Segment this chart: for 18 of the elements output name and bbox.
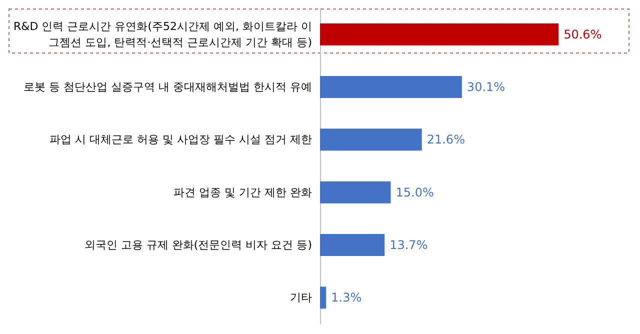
data-label: 50.6%: [564, 27, 602, 42]
data-label: 30.1%: [466, 80, 506, 94]
y-tick-label: 로봇 등 첨단산업 실증구역 내 중대재해처벌법 한시적 유예: [24, 80, 312, 94]
bar: [320, 128, 422, 151]
bar: [320, 23, 559, 46]
y-tick-label: 기타: [290, 291, 312, 304]
y-tick-label: R&D 인력 근로시간 유연화(주52시간제 예외, 화이트칼라 이그젬션 도입, 탄력적·선택적 근로시간제 기간 확대 등): [14, 20, 312, 49]
bar: [320, 181, 391, 204]
bar: [320, 76, 462, 98]
data-label: 13.7%: [390, 238, 428, 252]
data-label: 21.6%: [426, 132, 465, 147]
data-label: 15.0%: [396, 185, 434, 200]
y-tick-label: 외국인 고용 규제 완화(전문인력 비자 요건 등): [84, 238, 312, 252]
y-tick-label: 파업 시 대체근로 허용 및 사업장 필수 시설 점거 제한: [50, 133, 312, 146]
y-tick-label: 파견 업종 및 기간 제한 완화: [174, 186, 312, 199]
bar: [320, 286, 326, 309]
data-label: 1.3%: [331, 290, 362, 305]
bar: [320, 234, 385, 256]
